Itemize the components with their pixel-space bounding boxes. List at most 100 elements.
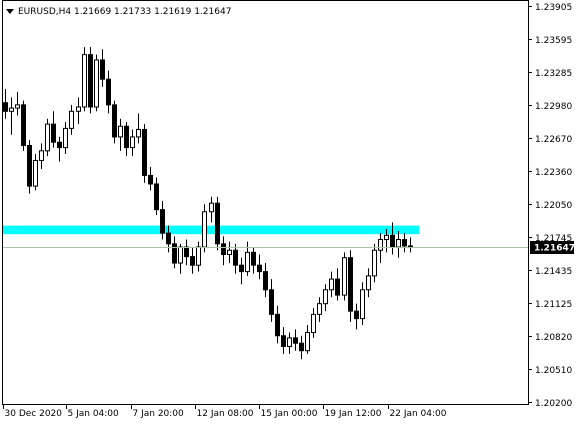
candle [329,271,334,298]
x-tick-label: 22 Jan 04:00 [390,409,447,419]
candle [287,332,292,354]
candle-body-bear [233,249,238,266]
candle [209,196,214,223]
candle-body-bear [335,278,340,296]
candle [360,282,365,326]
candle-body-bear [160,209,165,234]
current-price-tag: 1.21647 [530,241,575,254]
candle-body-bear [402,239,407,247]
candle [299,335,304,360]
candle-body-bull [94,59,99,108]
candle-body-bull [45,123,50,152]
candle-body-bull [227,249,232,256]
candle [317,297,322,322]
candle [305,325,310,354]
candle-body-bear [148,174,153,185]
candle [366,268,371,298]
candle-body-bear [293,337,298,344]
candle-body-bull [305,332,310,352]
candle-body-bear [348,257,353,312]
candle-body-bull [287,337,292,347]
price-tag-label: 1.21647 [534,244,575,254]
candle [239,257,244,285]
candle-body-bull [360,289,365,320]
candle-body-bull [311,313,316,334]
candle [190,247,195,274]
candle-body-bull [39,150,44,161]
candle-body-bull [76,106,81,112]
candle-body-bear [354,310,359,320]
candle-body-bear [51,123,56,143]
candle [76,97,81,125]
y-tick-label: 1.23595 [535,36,572,46]
y-tick-label: 1.21745 [535,234,572,244]
candle [69,104,74,135]
candle-body-bear [239,264,244,273]
candle [112,100,117,144]
candle-body-bull [136,128,141,138]
candle-body-bear [57,141,62,149]
candle [63,121,68,155]
candle-body-bear [27,144,32,187]
candle [21,100,26,151]
candle [293,329,298,351]
candle [281,327,286,354]
candle [57,136,62,162]
y-tick-label: 1.20510 [535,366,572,376]
candle-body-bull [384,234,389,241]
y-tick-label: 1.22670 [535,135,572,145]
candle [342,252,347,301]
candle-body-bear [281,335,286,347]
y-tick-label: 1.23285 [535,69,572,79]
dropdown-triangle-icon[interactable] [6,9,14,14]
candle-body-bull [323,289,328,305]
candle-body-bull [33,159,38,187]
y-axis: 1.23905 1.23595 1.23285 1.22980 1.22670 1.223… [528,3,575,409]
candle-body-bull [245,251,250,273]
candle-body-bull [209,202,214,213]
candle [227,241,232,264]
candle-body-bear [88,54,93,108]
candle [9,97,14,135]
candle-body-bear [166,232,171,245]
candle-body-bear [154,183,159,211]
y-tick-label: 1.21435 [535,267,572,277]
candle [82,47,87,112]
candle [124,121,129,157]
candle-body-bear [112,104,117,138]
candle [233,243,238,274]
candle [335,268,340,301]
chart-header: EURUSD,H4 1.21669 1.21733 1.21619 1.2164… [6,7,231,17]
y-tick-label: 1.22980 [535,102,572,112]
candle-body-bull [372,249,377,277]
candle [378,233,383,264]
candle-body-bear [269,289,274,315]
candle-body-bear [390,234,395,248]
chart-title: EURUSD,H4 1.21669 1.21733 1.21619 1.2164… [18,7,231,17]
candle-body-bull [130,136,135,149]
price-tag-bg [530,241,574,254]
candle-body-bear [106,78,111,106]
candle [269,279,274,322]
candle-body-bull [63,127,68,149]
candle-body-bull [118,125,123,138]
y-tick-label: 1.22360 [535,168,572,178]
candle [118,118,123,151]
candle-body-bear [257,264,262,273]
candle-body-bull [378,239,383,251]
candle-body-bear [172,243,177,264]
y-tick-label: 1.23905 [535,3,572,13]
candle [275,305,280,344]
candle-body-bear [21,104,26,146]
candle [160,201,165,240]
candle [384,228,389,253]
x-axis: 30 Dec 2020 5 Jan 04:00 7 Jan 20:00 12 Jan … [3,404,447,419]
candle [88,47,93,114]
candle [33,154,38,191]
candle-body-bear [124,125,129,149]
x-tick-label: 5 Jan 04:00 [68,409,120,419]
candle-body-bull [366,275,371,291]
candle [94,54,99,112]
candle-body-bull [202,211,207,248]
